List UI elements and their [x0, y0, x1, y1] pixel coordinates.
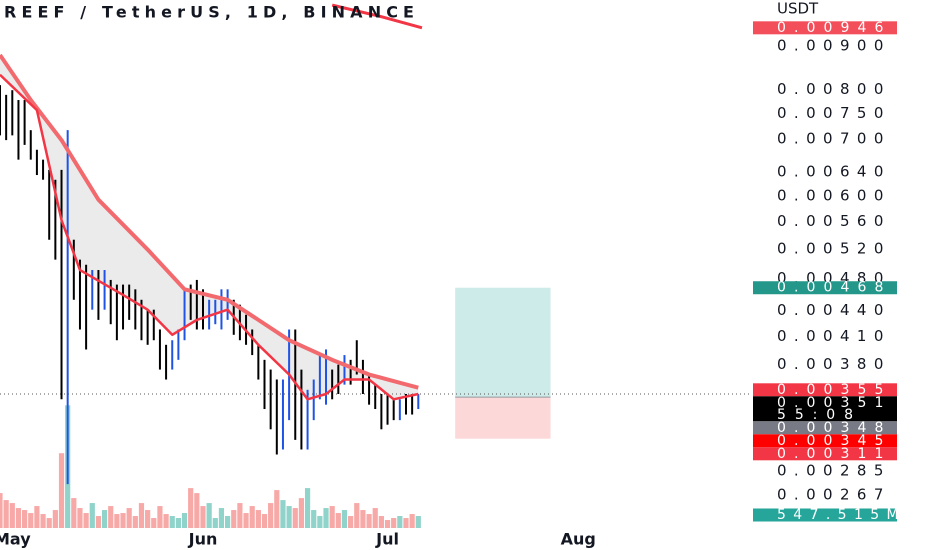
- price-tag: [753, 383, 897, 397]
- x-tick-label: Jul: [375, 530, 399, 549]
- main-layer: [0, 3, 423, 485]
- volume-bar: [243, 513, 249, 528]
- volume-bar: [366, 514, 372, 528]
- volume-bar: [311, 510, 317, 528]
- volume-bar: [317, 516, 323, 528]
- x-tick-label: Jun: [188, 530, 218, 549]
- band-fill: [0, 54, 419, 400]
- price-tag: [753, 434, 897, 448]
- volume-bar: [206, 503, 212, 528]
- volume-bar: [58, 453, 65, 528]
- volume-bar: [415, 516, 421, 528]
- volume-bar: [409, 514, 415, 528]
- volume-bar: [348, 516, 354, 528]
- volume-bar: [360, 510, 366, 528]
- volume-bar: [304, 488, 311, 528]
- volume-bar: [329, 506, 335, 528]
- volume-bar: [52, 510, 58, 528]
- volume-bar: [9, 503, 15, 528]
- volume-bar: [298, 498, 305, 528]
- moving-average: [331, 3, 423, 30]
- x-tick-label: May: [0, 530, 31, 549]
- position-loss: [455, 397, 551, 439]
- currency-label: USDT: [777, 0, 819, 18]
- volume-bar: [120, 513, 126, 528]
- price-tag: [753, 396, 897, 422]
- volume-bar: [237, 503, 243, 528]
- volume-bar: [71, 498, 77, 528]
- volume-bar: [218, 508, 225, 528]
- price-tag: [753, 447, 897, 461]
- volume-bar: [89, 503, 95, 528]
- volume-bar: [372, 508, 378, 528]
- volume-bar: [157, 506, 163, 528]
- volume-bar: [132, 516, 138, 528]
- volume-bar: [249, 506, 255, 528]
- volume-bar: [175, 518, 181, 528]
- volume-bar: [114, 514, 120, 528]
- volume-bar: [108, 506, 114, 528]
- volume-bar: [40, 514, 46, 528]
- volume-bar: [354, 503, 360, 528]
- volume-bar: [286, 506, 292, 528]
- volume-bar: [169, 516, 175, 528]
- back-layer: [0, 54, 750, 528]
- x-tick-label: Aug: [561, 530, 596, 549]
- volume-bar: [280, 500, 286, 528]
- volume-bar: [126, 508, 132, 528]
- volume-tag: [753, 508, 897, 522]
- volume-bar: [34, 506, 40, 528]
- volume-bar: [101, 510, 108, 528]
- volume-bar: [268, 503, 274, 528]
- tag-layer: 0.009460.004680.003550.0035155:080.00348…: [753, 20, 899, 523]
- chart-title: REEF / TetherUS, 1D, BINANCE: [4, 3, 414, 22]
- axis-layer: USDT 0.009000.008000.007500.007000.00640…: [0, 0, 883, 549]
- volume-bar: [341, 510, 348, 528]
- price-tag: [753, 21, 897, 35]
- volume-bar: [0, 493, 3, 528]
- volume-bar: [292, 508, 298, 528]
- volume-bar: [261, 514, 268, 528]
- volume-bar: [224, 516, 231, 528]
- volume-bar: [335, 513, 341, 528]
- volume-bar: [391, 518, 397, 528]
- volume-bar: [255, 510, 261, 528]
- volume-bar: [274, 490, 280, 528]
- volume-bar: [151, 518, 157, 528]
- price-tag: [753, 421, 897, 435]
- moving-average: [0, 73, 419, 401]
- volume-bar: [384, 520, 391, 528]
- volume-bar: [28, 513, 34, 528]
- volume-bar: [3, 500, 9, 528]
- volume-bar: [138, 503, 145, 528]
- volume-bar: [22, 510, 28, 528]
- volume-bar: [397, 516, 403, 528]
- volume-bar: [194, 493, 200, 528]
- volume-bar: [46, 518, 52, 528]
- volume-bar: [403, 518, 409, 528]
- volume-bar: [200, 506, 206, 528]
- volume-bar: [15, 508, 22, 528]
- volume-bar: [163, 514, 169, 528]
- volume-bar: [231, 510, 237, 528]
- moving-average: [0, 53, 419, 390]
- volume-bar: [378, 516, 384, 528]
- volume-bar: [145, 510, 151, 528]
- volume-bar: [77, 508, 83, 528]
- volume-bar: [83, 513, 89, 528]
- countdown-label: 55:08: [777, 407, 853, 423]
- price-tag: [753, 281, 897, 295]
- volume-bar: [188, 488, 194, 528]
- volume-bar: [212, 518, 218, 528]
- volume-bar: [95, 516, 102, 528]
- volume-bar: [323, 508, 329, 528]
- volume-bar: [181, 513, 188, 528]
- position-profit: [455, 287, 551, 398]
